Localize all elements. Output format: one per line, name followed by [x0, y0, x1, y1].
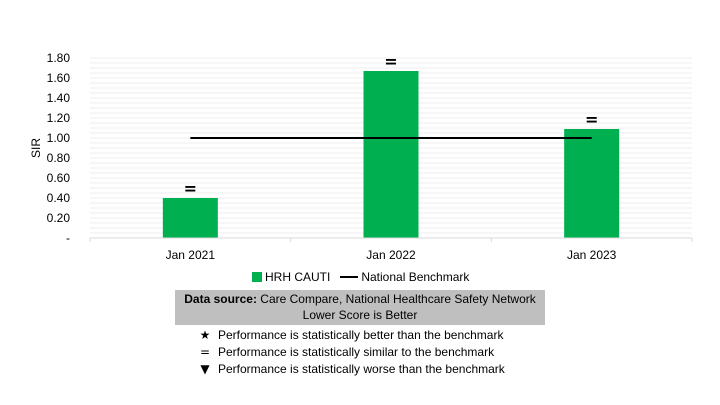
down-triangle-icon: ▼ — [200, 362, 210, 376]
y-tick-label: 0.80 — [47, 151, 71, 165]
y-tick-label: 1.80 — [47, 51, 71, 65]
data-source-line: Data source: Care Compare, National Heal… — [175, 291, 545, 307]
y-axis: - 0.20 0.40 0.60 0.80 1.00 1.20 1.40 1.60 1.80 — [47, 51, 71, 245]
chart-legend: HRH CAUTI National Benchmark — [252, 268, 469, 286]
x-axis: Jan 2021 Jan 2022 Jan 2023 — [89, 237, 693, 262]
data-source-box: Data source: Care Compare, National Heal… — [175, 290, 545, 325]
bar-performance-symbol: = — [384, 52, 397, 71]
bar-performance-symbol: = — [585, 110, 598, 129]
data-source-note: Lower Score is Better — [302, 308, 418, 322]
x-tick-label: Jan 2021 — [166, 248, 216, 262]
data-source-text: Care Compare, National Healthcare Safety… — [256, 292, 536, 306]
legend-label-bar: HRH CAUTI — [265, 270, 331, 284]
key-row: ★ Performance is statistically better tha… — [198, 327, 505, 344]
key-text: Performance is statistically better than… — [218, 328, 504, 342]
legend-item-line: National Benchmark — [340, 270, 469, 284]
y-tick-label: 1.00 — [47, 131, 71, 145]
y-tick-label: - — [66, 231, 70, 245]
y-tick-label: 1.20 — [47, 111, 71, 125]
equals-icon: = — [199, 345, 211, 359]
y-tick-label: 0.20 — [47, 211, 71, 225]
bar-chart: -0.200.400.600.801.001.201.401.601.80 ==… — [29, 51, 693, 262]
y-tick-label: 0.60 — [47, 171, 71, 185]
bar-performance-symbol: = — [184, 179, 197, 198]
x-tick-label: Jan 2023 — [567, 248, 617, 262]
chart-bars: = = = — [162, 52, 620, 238]
legend-label-line: National Benchmark — [361, 270, 470, 284]
bar — [564, 129, 620, 238]
key-row: = Performance is statistically similar to… — [198, 344, 505, 361]
performance-key: ★ Performance is statistically better tha… — [198, 327, 505, 378]
y-tick-label: 0.40 — [47, 191, 71, 205]
key-text: Performance is statistically similar to … — [218, 345, 495, 359]
bar — [363, 71, 419, 238]
legend-item-bar: HRH CAUTI — [252, 270, 330, 284]
x-tick-label: Jan 2022 — [366, 248, 416, 262]
y-tick-label: 1.40 — [47, 91, 71, 105]
y-axis-label: SIR — [29, 138, 43, 158]
bar — [162, 198, 218, 238]
star-icon: ★ — [199, 328, 211, 342]
key-text: Performance is statistically worse than … — [218, 362, 505, 376]
legend-swatch-line — [340, 276, 359, 278]
y-tick-label: 1.60 — [47, 71, 71, 85]
data-source-prefix: Data source: — [184, 292, 257, 306]
legend-swatch-bar — [252, 272, 262, 282]
key-row: ▼ Performance is statistically worse than… — [198, 361, 505, 378]
